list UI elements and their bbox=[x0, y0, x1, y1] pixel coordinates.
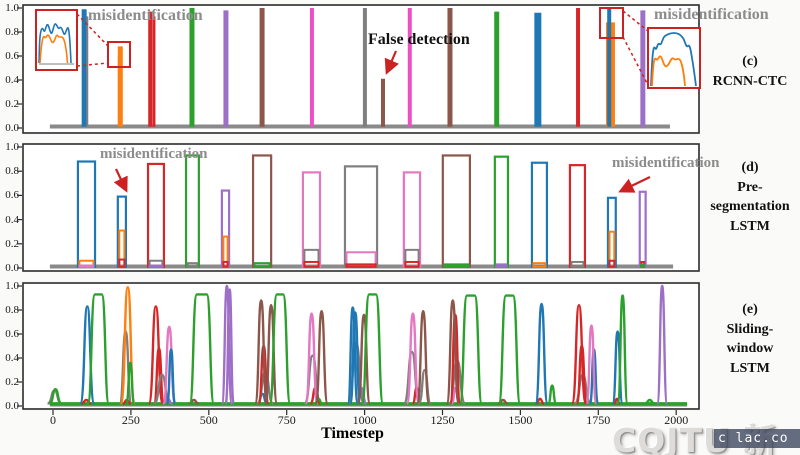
y-tick-label: 0.8 bbox=[5, 26, 19, 38]
y-tick-label: 0.0 bbox=[5, 262, 19, 274]
y-tick-label: 0.2 bbox=[5, 98, 19, 110]
y-tick-label: 0.6 bbox=[5, 189, 19, 202]
panel-c-label: (c) RCNN-CTC bbox=[701, 52, 799, 91]
y-tick-label: 1.0 bbox=[5, 141, 19, 153]
watermark-overlay: c lac.co bbox=[714, 429, 800, 448]
y-tick-label: 0.4 bbox=[5, 352, 19, 364]
y-tick-label: 0.2 bbox=[5, 237, 19, 250]
x-tick-label: 250 bbox=[121, 413, 140, 427]
y-tick-label: 0.6 bbox=[5, 328, 19, 340]
x-tick-label: 750 bbox=[277, 413, 296, 427]
panel-c-name: RCNN-CTC bbox=[712, 73, 788, 89]
misidentification-label-c-left: misidentification bbox=[88, 7, 203, 24]
y-tick-label: 0.8 bbox=[5, 304, 19, 316]
y-tick-label: 0.2 bbox=[5, 376, 19, 388]
panel-e-sliding-window-lstm-plot bbox=[22, 282, 700, 410]
x-tick-label: 1000 bbox=[352, 413, 377, 427]
x-tick-label: 2000 bbox=[664, 413, 689, 427]
y-tick-label: 1.0 bbox=[5, 2, 19, 14]
panel-d-label: (d) Pre- segmentation LSTM bbox=[701, 158, 799, 236]
x-tick-label: 1750 bbox=[586, 413, 611, 427]
false-detection-label: False detection bbox=[368, 31, 470, 48]
y-tick-label: 0.0 bbox=[5, 122, 19, 134]
misidentification-label-d-left: misidentification bbox=[100, 146, 208, 162]
misidentification-label-c-right: misidentification bbox=[654, 6, 769, 23]
y-tick-label: 0.6 bbox=[5, 50, 19, 62]
panel-c-tag: (c) bbox=[742, 54, 758, 69]
x-tick-label: 500 bbox=[199, 413, 218, 427]
y-tick-label: 0.0 bbox=[5, 400, 19, 412]
x-tick-label: 0 bbox=[50, 413, 56, 427]
panel-d-tag: (d) bbox=[741, 160, 759, 175]
x-axis-label: Timestep bbox=[321, 425, 384, 442]
y-tick-label: 0.4 bbox=[5, 74, 19, 86]
panel-e-label: (e) Sliding- window LSTM bbox=[701, 300, 799, 378]
y-tick-label: 1.0 bbox=[5, 280, 19, 292]
x-tick-label: 1500 bbox=[508, 413, 533, 427]
misidentification-label-d-right: misidentification bbox=[612, 155, 720, 171]
x-tick-label: 1250 bbox=[430, 413, 455, 427]
panel-d-presegmentation-lstm-plot bbox=[22, 143, 700, 272]
panel-e-tag: (e) bbox=[742, 302, 758, 317]
y-tick-label: 0.4 bbox=[5, 213, 19, 226]
panel-c-rcnn-ctc-plot bbox=[22, 4, 700, 134]
y-tick-label: 0.8 bbox=[5, 165, 19, 178]
